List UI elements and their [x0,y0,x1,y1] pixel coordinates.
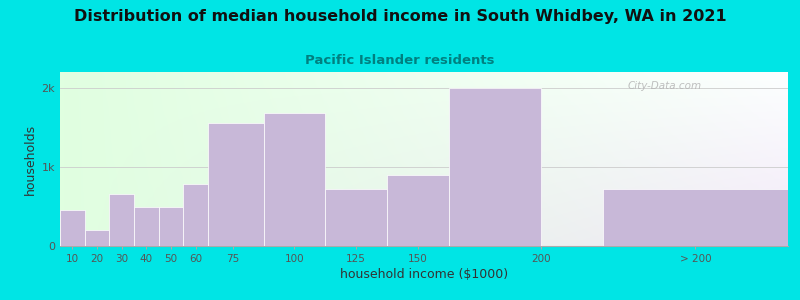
Bar [387,175,449,246]
Bar [326,189,387,246]
Bar [60,210,85,246]
Bar [208,123,263,246]
Bar [449,88,542,246]
Bar [158,207,183,246]
Bar [134,207,158,246]
Bar [603,189,788,246]
Y-axis label: households: households [24,123,38,195]
Text: Pacific Islander residents: Pacific Islander residents [306,54,494,67]
Text: Distribution of median household income in South Whidbey, WA in 2021: Distribution of median household income … [74,9,726,24]
Bar [110,194,134,246]
Bar [263,113,326,246]
Bar [85,230,110,246]
Text: City-Data.com: City-Data.com [628,81,702,91]
Bar [183,184,208,246]
X-axis label: household income ($1000): household income ($1000) [340,268,508,281]
